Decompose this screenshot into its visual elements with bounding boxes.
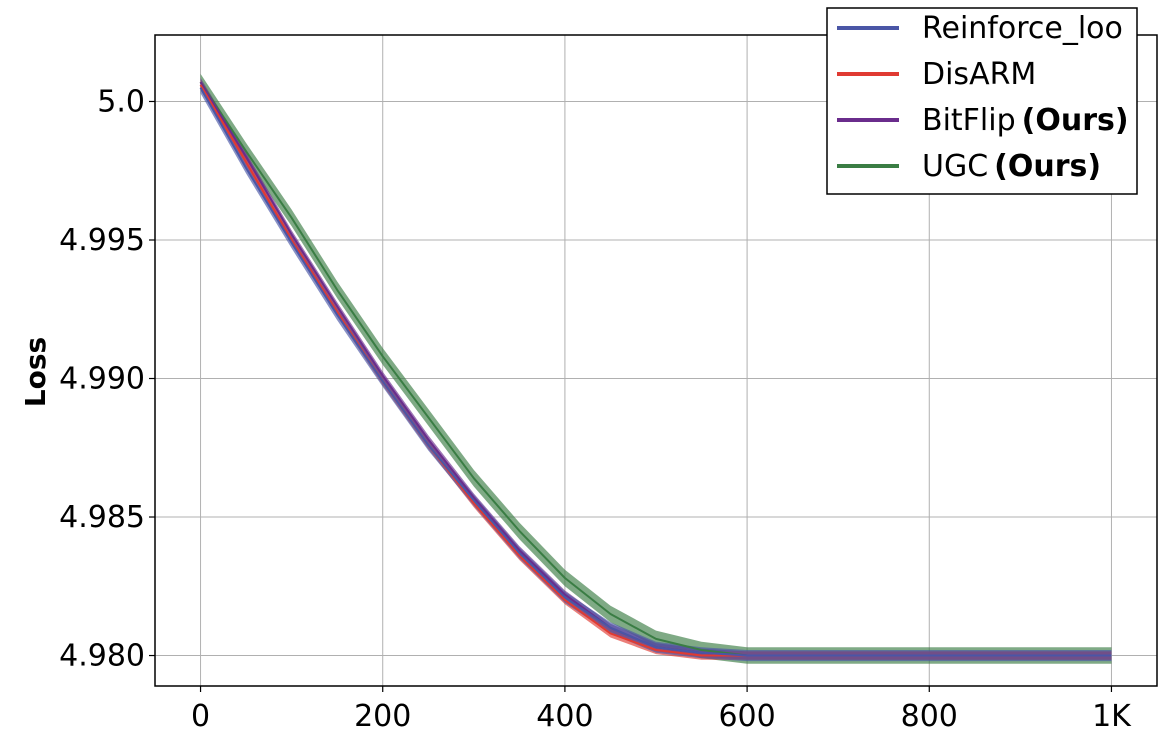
x-tick-label: 400 [536,699,593,734]
legend-series-name: BitFlip [922,103,1016,138]
legend-series-suffix: (Ours) [1022,103,1129,138]
y-tick-label: 4.980 [59,639,145,674]
legend-series-name: Reinforce_loo [922,11,1123,46]
series-lines [199,81,1112,657]
legend-entry: DisARM [922,57,1036,92]
legend-entry: Reinforce_loo [922,11,1123,46]
x-tick-label: 0 [191,699,210,734]
legend-series-suffix: (Ours) [994,149,1101,184]
y-axis-label: Loss [19,337,52,407]
y-tick-label: 4.990 [59,362,145,397]
x-tick-label: 1K [1092,699,1132,734]
legend-entry: BitFlip (Ours) [922,103,1129,138]
legend-series-name: UGC [922,149,988,184]
x-tick-label: 200 [354,699,411,734]
line-reinforce-loo [199,87,1112,657]
legend-series-name: DisARM [922,57,1036,92]
legend-entry: UGC (Ours) [922,149,1101,184]
legend-box [826,7,1138,195]
x-axis-ticks: 0 200 400 600 800 1K [191,686,1132,734]
y-axis-ticks: 4.980 4.985 4.990 4.995 5.0 [59,84,155,674]
y-tick-label: 5.0 [97,84,145,119]
x-tick-label: 600 [718,699,775,734]
y-tick-label: 4.985 [59,500,145,535]
y-tick-label: 4.995 [59,223,145,258]
x-tick-label: 800 [901,699,958,734]
plot-frame [154,34,1158,687]
